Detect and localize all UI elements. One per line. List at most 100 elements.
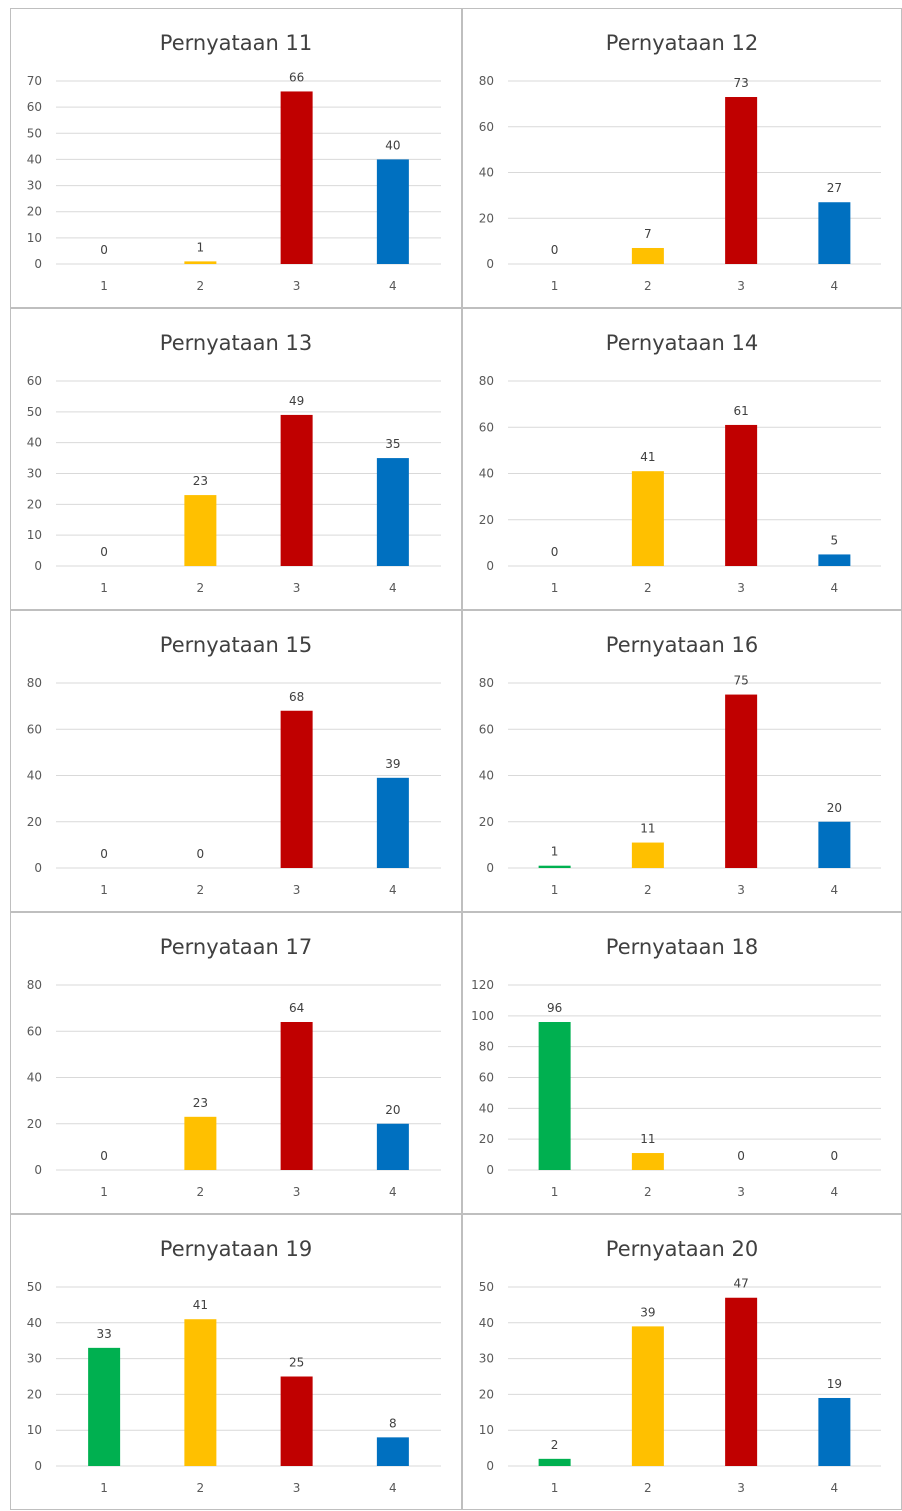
bar-3 — [280, 710, 313, 868]
y-tick-label: 40 — [479, 769, 494, 783]
bar-2 — [184, 1116, 217, 1170]
y-tick-label: 60 — [27, 374, 42, 388]
data-label: 39 — [385, 757, 400, 771]
data-label: 64 — [289, 1001, 304, 1015]
chart-panel-1: Pernyataan 11 0 10 20 30 40 50 60 70 0 1 1 2 66 3 40 4 — [10, 8, 462, 308]
x-tick-label: 2 — [197, 1481, 205, 1495]
data-label: 68 — [289, 690, 304, 704]
data-label: 66 — [289, 70, 304, 84]
y-tick-label: 60 — [479, 1071, 494, 1085]
y-tick-label: 10 — [27, 1423, 42, 1437]
y-tick-label: 40 — [27, 436, 42, 450]
bar-3 — [725, 1297, 758, 1466]
data-label: 61 — [733, 404, 748, 418]
y-tick-label: 50 — [27, 126, 42, 140]
bar-1 — [88, 1347, 121, 1466]
bar-chart: 0 20 40 60 80 0 1 0 2 68 3 39 4 — [27, 676, 441, 897]
y-tick-label: 50 — [27, 1280, 42, 1294]
bar-3 — [725, 97, 758, 264]
y-tick-label: 0 — [486, 861, 494, 875]
y-tick-label: 20 — [27, 815, 42, 829]
y-tick-label: 40 — [27, 152, 42, 166]
bar-4 — [376, 1123, 409, 1170]
y-tick-label: 80 — [479, 74, 494, 88]
y-tick-label: 20 — [479, 513, 494, 527]
chart-panel-9: Pernyataan 19 0 10 20 30 40 50 33 1 41 2 25 3 8 4 — [10, 1214, 462, 1510]
x-tick-label: 4 — [389, 279, 397, 293]
bar-1 — [538, 1458, 571, 1466]
bar-4 — [818, 1397, 851, 1466]
bar-2 — [631, 247, 664, 264]
y-tick-label: 40 — [27, 1316, 42, 1330]
chart-panel-6: Pernyataan 16 0 20 40 60 80 1 1 11 2 75 3 20 4 — [462, 610, 902, 912]
bar-chart: 0 10 20 30 40 50 2 1 39 2 47 3 19 4 — [479, 1277, 881, 1495]
x-tick-label: 1 — [100, 1185, 108, 1199]
y-tick-label: 100 — [471, 1009, 494, 1023]
y-tick-label: 30 — [479, 1352, 494, 1366]
y-tick-label: 80 — [27, 978, 42, 992]
x-tick-label: 4 — [389, 581, 397, 595]
x-tick-label: 3 — [293, 883, 301, 897]
y-tick-label: 20 — [479, 1387, 494, 1401]
y-tick-label: 30 — [27, 467, 42, 481]
y-tick-label: 60 — [479, 120, 494, 134]
bar-chart: 0 10 20 30 40 50 60 0 1 23 2 49 3 35 4 — [27, 374, 441, 595]
x-tick-label: 2 — [644, 1481, 652, 1495]
x-tick-label: 4 — [831, 1481, 839, 1495]
x-tick-label: 3 — [737, 883, 745, 897]
data-label: 73 — [733, 76, 748, 90]
bar-3 — [725, 694, 758, 868]
data-label: 7 — [644, 227, 652, 241]
x-tick-label: 1 — [100, 581, 108, 595]
chart-title: Pernyataan 12 — [605, 31, 759, 55]
data-label: 0 — [551, 545, 559, 559]
bar-4 — [818, 554, 851, 566]
data-label: 33 — [96, 1327, 111, 1341]
data-label: 0 — [831, 1149, 839, 1163]
data-label: 0 — [100, 545, 108, 559]
data-label: 41 — [640, 450, 655, 464]
data-label: 27 — [827, 181, 842, 195]
chart-panel-2: Pernyataan 12 0 20 40 60 80 0 1 7 2 73 3 27 4 — [462, 8, 902, 308]
chart-panel-5: Pernyataan 15 0 20 40 60 80 0 1 0 2 68 3 39 4 — [10, 610, 462, 912]
y-tick-label: 20 — [27, 1387, 42, 1401]
y-tick-label: 0 — [34, 257, 42, 271]
x-tick-label: 4 — [389, 1185, 397, 1199]
bar-chart: 0 10 20 30 40 50 60 70 0 1 1 2 66 3 40 4 — [27, 70, 441, 293]
x-tick-label: 3 — [293, 1185, 301, 1199]
x-tick-label: 3 — [293, 1481, 301, 1495]
data-label: 20 — [385, 1103, 400, 1117]
x-tick-label: 4 — [831, 279, 839, 293]
data-label: 96 — [547, 1001, 562, 1015]
bar-2 — [631, 471, 664, 566]
bar-1 — [538, 1022, 571, 1170]
data-label: 25 — [289, 1356, 304, 1370]
y-tick-label: 10 — [479, 1423, 494, 1437]
bar-3 — [280, 414, 313, 566]
data-label: 11 — [640, 1132, 655, 1146]
x-tick-label: 2 — [644, 883, 652, 897]
chart-panel-4: Pernyataan 14 0 20 40 60 80 0 1 41 2 61 3 5 4 — [462, 308, 902, 610]
y-tick-label: 10 — [27, 528, 42, 542]
chart-panel-10: Pernyataan 20 0 10 20 30 40 50 2 1 39 2 47 3 19 4 — [462, 1214, 902, 1510]
chart-title: Pernyataan 11 — [159, 31, 313, 55]
y-tick-label: 80 — [479, 1040, 494, 1054]
bar-2 — [631, 842, 664, 868]
bar-2 — [631, 1326, 664, 1466]
x-tick-label: 2 — [197, 279, 205, 293]
y-tick-label: 0 — [486, 559, 494, 573]
x-tick-label: 1 — [100, 1481, 108, 1495]
data-label: 0 — [737, 1149, 745, 1163]
y-tick-label: 60 — [479, 420, 494, 434]
y-tick-label: 10 — [27, 231, 42, 245]
y-tick-label: 0 — [486, 1459, 494, 1473]
bar-2 — [184, 1319, 217, 1466]
data-label: 23 — [193, 474, 208, 488]
data-label: 19 — [827, 1377, 842, 1391]
bar-chart: 0 20 40 60 80 0 1 7 2 73 3 27 4 — [479, 74, 881, 293]
bar-chart: 0 20 40 60 80 0 1 23 2 64 3 20 4 — [27, 978, 441, 1199]
chart-title: Pernyataan 15 — [159, 633, 313, 657]
x-tick-label: 4 — [831, 581, 839, 595]
